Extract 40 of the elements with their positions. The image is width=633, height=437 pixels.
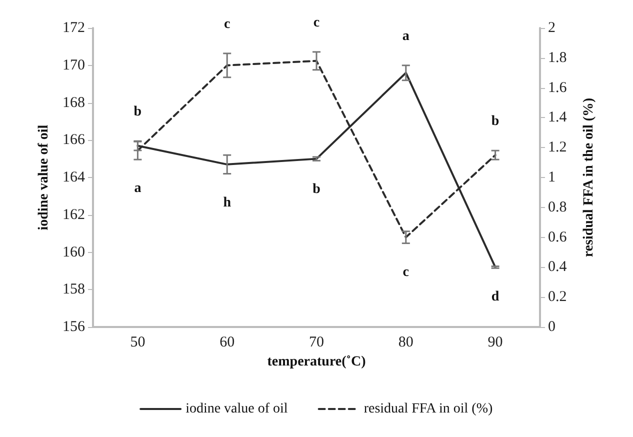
y-tick-label: 166 [62, 132, 86, 148]
y-tick-label: 160 [62, 244, 85, 260]
y2-tick-label: 1.4 [548, 110, 568, 126]
y-tick-label: 164 [62, 170, 86, 186]
y-axis-title: iodine value of oil [36, 124, 52, 230]
data-label: d [491, 290, 500, 305]
y2-tick-label: 1 [548, 170, 556, 186]
data-label: c [224, 16, 230, 32]
y2-tick-label: 0.6 [548, 229, 568, 246]
data-label: b [312, 182, 321, 198]
data-label: c [313, 15, 320, 30]
y2-tick-label: 2 [548, 20, 556, 36]
x-tick-label: 80 [398, 334, 414, 350]
data-label: h [223, 195, 232, 210]
y2-tick-label: 0.8 [548, 199, 567, 216]
data-label: c [402, 264, 410, 280]
x-tick-label: 90 [488, 334, 503, 350]
x-axis-title: temperature(˚C) [267, 354, 366, 370]
y-tick-label: 158 [62, 282, 85, 298]
legend-label: iodine value of oil [186, 402, 288, 416]
y-tick-label: 162 [62, 206, 85, 223]
y-tick-label: 156 [62, 319, 86, 335]
x-tick-label: 70 [309, 334, 324, 350]
data-label: b [491, 114, 500, 130]
data-label: b [134, 104, 142, 120]
y-tick-label: 172 [62, 20, 85, 36]
y2-tick-label: 0.4 [548, 259, 568, 276]
y-tick-label: 168 [62, 94, 85, 111]
y2-tick-label: 1.8 [548, 50, 567, 66]
x-tick-label: 60 [220, 334, 235, 350]
y2-tick-label: 1.2 [548, 140, 567, 156]
y2-axis-title: residual FFA in the oil (%) [582, 98, 596, 258]
data-label: a [134, 181, 142, 196]
data-label: a [402, 28, 410, 44]
y2-tick-label: 0 [548, 319, 556, 335]
y2-tick-label: 0.2 [548, 289, 567, 306]
x-tick-label: 50 [130, 334, 146, 350]
legend-label: residual FFA in oil (%) [364, 402, 493, 416]
y2-tick-label: 1.6 [548, 80, 568, 96]
y-tick-label: 170 [62, 57, 85, 74]
